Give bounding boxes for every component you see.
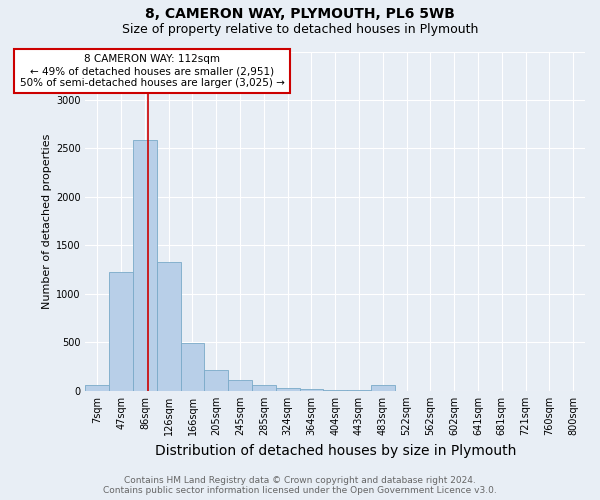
Text: 8 CAMERON WAY: 112sqm
← 49% of detached houses are smaller (2,951)
50% of semi-d: 8 CAMERON WAY: 112sqm ← 49% of detached … [20, 54, 284, 88]
Bar [299, 389, 323, 391]
Bar [323, 390, 347, 391]
Bar [109, 272, 133, 391]
Text: 8, CAMERON WAY, PLYMOUTH, PL6 5WB: 8, CAMERON WAY, PLYMOUTH, PL6 5WB [145, 8, 455, 22]
Text: Contains HM Land Registry data © Crown copyright and database right 2024.
Contai: Contains HM Land Registry data © Crown c… [103, 476, 497, 495]
Bar [228, 380, 252, 391]
Bar [252, 386, 276, 391]
Bar [276, 388, 299, 391]
Bar [181, 344, 205, 391]
Bar [85, 385, 109, 391]
Y-axis label: Number of detached properties: Number of detached properties [41, 134, 52, 309]
Bar [371, 386, 395, 391]
Bar [205, 370, 228, 391]
Bar [133, 140, 157, 391]
X-axis label: Distribution of detached houses by size in Plymouth: Distribution of detached houses by size … [155, 444, 516, 458]
Bar [157, 262, 181, 391]
Text: Size of property relative to detached houses in Plymouth: Size of property relative to detached ho… [122, 22, 478, 36]
